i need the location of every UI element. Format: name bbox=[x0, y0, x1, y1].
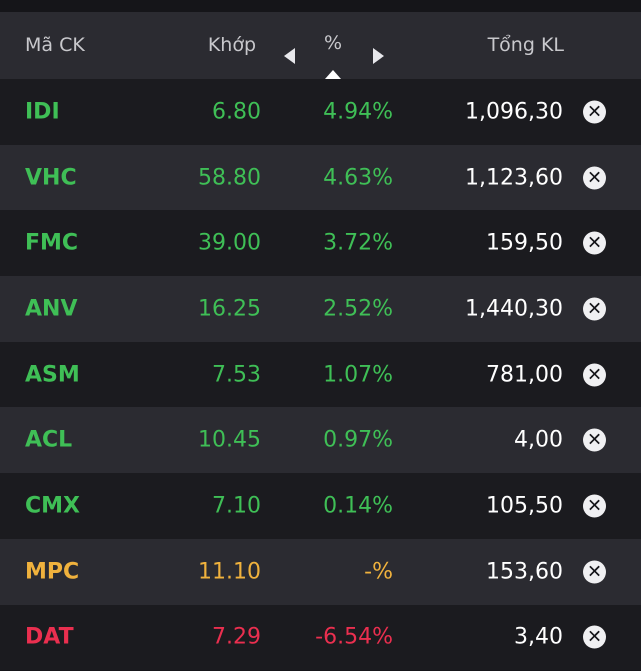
stock-symbol[interactable]: ACL bbox=[25, 427, 73, 453]
total-volume: 159,50 bbox=[486, 230, 563, 256]
close-circle-icon[interactable]: ✕ bbox=[583, 100, 606, 124]
percent-change: 0.97% bbox=[323, 427, 393, 453]
table-row[interactable]: MPC 11.10 -% 153,60 ✕ bbox=[0, 538, 641, 605]
stock-symbol[interactable]: FMC bbox=[25, 230, 79, 256]
chevron-left-icon[interactable] bbox=[284, 48, 295, 64]
stock-symbol[interactable]: IDI bbox=[25, 99, 60, 125]
table-row[interactable]: IDI 6.80 4.94% 1,096,30 ✕ bbox=[0, 79, 641, 145]
match-price: 58.80 bbox=[198, 165, 261, 191]
match-price: 11.10 bbox=[198, 559, 261, 585]
match-price: 7.10 bbox=[212, 493, 261, 519]
stock-symbol[interactable]: VHC bbox=[25, 165, 77, 191]
table-row[interactable]: ASM 7.53 1.07% 781,00 ✕ bbox=[0, 341, 641, 408]
percent-change: 0.14% bbox=[323, 493, 393, 519]
total-volume: 153,60 bbox=[486, 559, 563, 585]
percent-change: 4.63% bbox=[323, 165, 393, 191]
header-symbol[interactable]: Mã CK bbox=[25, 34, 85, 56]
match-price: 7.53 bbox=[212, 362, 261, 388]
stock-symbol[interactable]: CMX bbox=[25, 493, 80, 519]
sort-ascending-icon[interactable] bbox=[325, 70, 341, 79]
total-volume: 1,440,30 bbox=[465, 296, 563, 322]
match-price: 39.00 bbox=[198, 230, 261, 256]
close-circle-icon[interactable]: ✕ bbox=[583, 494, 606, 518]
total-volume: 4,00 bbox=[514, 427, 563, 453]
percent-change: 2.52% bbox=[323, 296, 393, 322]
header-volume[interactable]: Tổng KL bbox=[487, 34, 564, 56]
percent-change: 3.72% bbox=[323, 230, 393, 256]
match-price: 10.45 bbox=[198, 427, 261, 453]
percent-change: -6.54% bbox=[315, 624, 393, 650]
table-row[interactable]: VHC 58.80 4.63% 1,123,60 ✕ bbox=[0, 144, 641, 211]
stock-symbol[interactable]: ANV bbox=[25, 296, 78, 322]
stock-symbol[interactable]: ASM bbox=[25, 362, 80, 388]
percent-change: 1.07% bbox=[323, 362, 393, 388]
total-volume: 3,40 bbox=[514, 624, 563, 650]
match-price: 6.80 bbox=[212, 99, 261, 125]
close-circle-icon[interactable]: ✕ bbox=[583, 231, 606, 255]
top-bar bbox=[0, 0, 641, 12]
close-circle-icon[interactable]: ✕ bbox=[583, 560, 606, 584]
close-circle-icon[interactable]: ✕ bbox=[583, 363, 606, 387]
close-circle-icon[interactable]: ✕ bbox=[583, 297, 606, 321]
total-volume: 105,50 bbox=[486, 493, 563, 519]
stock-symbol[interactable]: DAT bbox=[25, 624, 74, 650]
chevron-right-icon[interactable] bbox=[373, 48, 384, 64]
table-row[interactable]: DAT 7.29 -6.54% 3,40 ✕ bbox=[0, 604, 641, 671]
header-percent[interactable]: % bbox=[324, 32, 343, 54]
percent-change: 4.94% bbox=[323, 99, 393, 125]
total-volume: 1,096,30 bbox=[465, 99, 563, 125]
close-circle-icon[interactable]: ✕ bbox=[583, 625, 606, 649]
table-row[interactable]: CMX 7.10 0.14% 105,50 ✕ bbox=[0, 473, 641, 539]
percent-change: -% bbox=[364, 559, 393, 585]
total-volume: 1,123,60 bbox=[465, 165, 563, 191]
stock-symbol[interactable]: MPC bbox=[25, 559, 80, 585]
table-row[interactable]: ANV 16.25 2.52% 1,440,30 ✕ bbox=[0, 276, 641, 342]
table-row[interactable]: ACL 10.45 0.97% 4,00 ✕ bbox=[0, 407, 641, 474]
total-volume: 781,00 bbox=[486, 362, 563, 388]
close-circle-icon[interactable]: ✕ bbox=[583, 166, 606, 190]
watchlist-rows: IDI 6.80 4.94% 1,096,30 ✕ VHC 58.80 4.63% 1,123,… bbox=[0, 79, 641, 671]
table-row[interactable]: FMC 39.00 3.72% 159,50 ✕ bbox=[0, 210, 641, 277]
table-header: Mã CK Khớp % Tổng KL bbox=[0, 12, 641, 79]
match-price: 7.29 bbox=[212, 624, 261, 650]
close-circle-icon[interactable]: ✕ bbox=[583, 428, 606, 452]
header-price[interactable]: Khớp bbox=[207, 34, 256, 56]
match-price: 16.25 bbox=[198, 296, 261, 322]
